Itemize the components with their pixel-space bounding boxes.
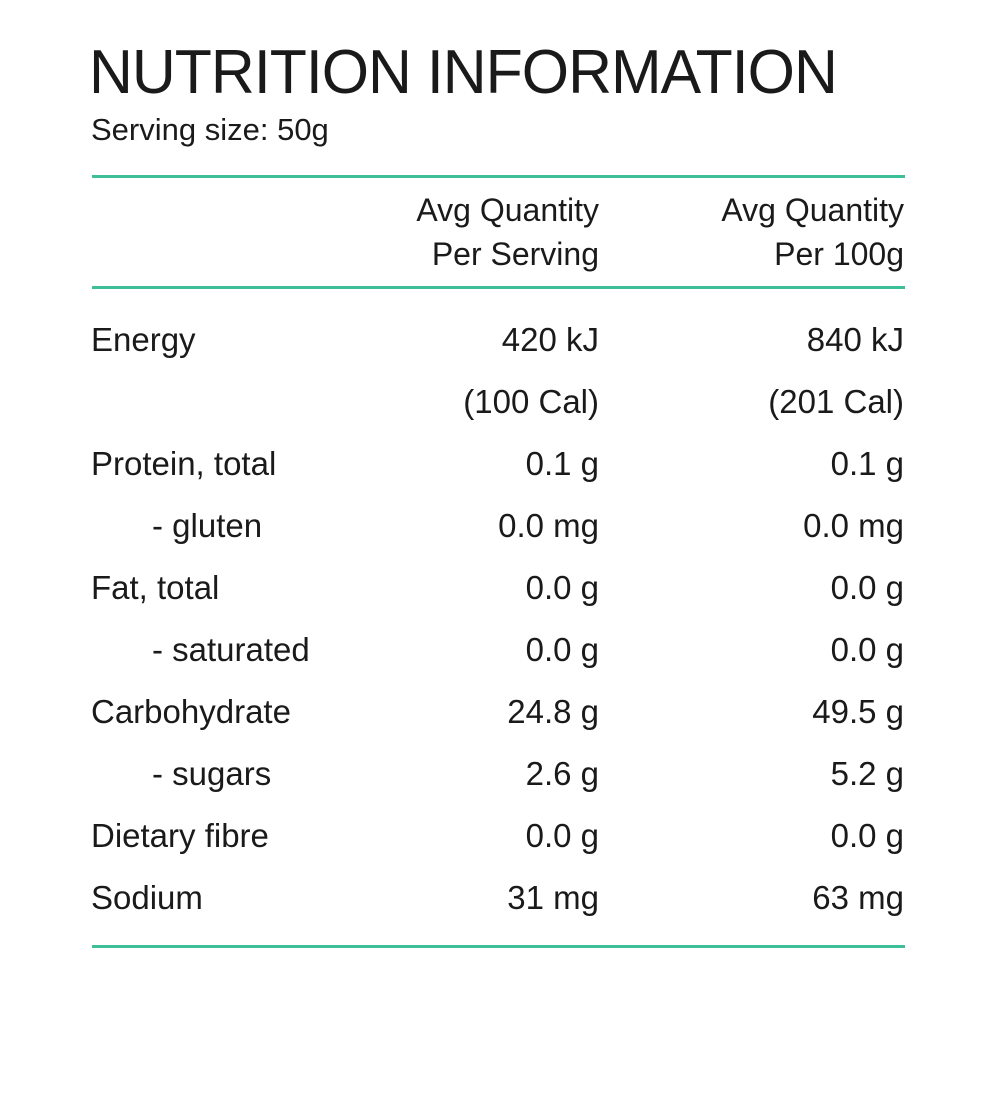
header-per-100g-line2: Per 100g	[774, 236, 904, 272]
per-serving-value: 420 kJ	[501, 321, 599, 358]
table-row: Fat, total 0.0 g 0.0 g	[0, 557, 1000, 619]
per-serving-value: 31 mg	[507, 879, 599, 916]
per-100g-value: 63 mg	[812, 879, 904, 916]
header-per-serving-line2: Per Serving	[431, 236, 599, 272]
table-row: - gluten 0.0 mg 0.0 mg	[0, 495, 1000, 557]
per-100g-value: 0.0 g	[830, 631, 904, 668]
nutrient-label: Fat, total	[91, 569, 220, 606]
table-row: Dietary fibre 0.0 g 0.0 g	[0, 805, 1000, 867]
per-serving-value: 2.6 g	[525, 755, 599, 792]
nutrient-label: Protein, total	[91, 445, 277, 482]
per-100g-value: 0.0 g	[830, 817, 904, 854]
per-serving-value: 24.8 g	[507, 693, 599, 730]
nutrient-label: - sugars	[152, 755, 272, 792]
header-per-serving: Avg Quantity Per Serving	[416, 188, 599, 276]
per-serving-value: 0.0 g	[525, 569, 599, 606]
bottom-divider	[92, 945, 905, 948]
table-row: - sugars 2.6 g 5.2 g	[0, 743, 1000, 805]
table-row: Protein, total 0.1 g 0.1 g	[0, 433, 1000, 495]
top-divider	[92, 175, 905, 178]
per-serving-value: 0.0 mg	[498, 507, 599, 544]
header-per-100g-line1: Avg Quantity	[721, 192, 904, 228]
per-100g-value: 0.1 g	[830, 445, 904, 482]
header-divider	[92, 286, 905, 289]
header-per-serving-line1: Avg Quantity	[416, 192, 599, 228]
serving-size: Serving size: 50g	[91, 112, 329, 147]
table-row: (100 Cal) (201 Cal)	[0, 371, 1000, 433]
per-100g-value: 840 kJ	[806, 321, 904, 358]
per-100g-value: (201 Cal)	[768, 383, 904, 420]
page-title: NUTRITION INFORMATION	[89, 38, 838, 107]
per-serving-value: 0.1 g	[525, 445, 599, 482]
table-row: Carbohydrate 24.8 g 49.5 g	[0, 681, 1000, 743]
per-100g-value: 5.2 g	[830, 755, 904, 792]
per-100g-value: 49.5 g	[812, 693, 904, 730]
per-serving-value: (100 Cal)	[463, 383, 599, 420]
nutrient-label: - gluten	[152, 507, 263, 544]
table-row: Energy 420 kJ 840 kJ	[0, 309, 1000, 371]
header-per-100g: Avg Quantity Per 100g	[721, 188, 904, 276]
table-row: - saturated 0.0 g 0.0 g	[0, 619, 1000, 681]
per-serving-value: 0.0 g	[525, 631, 599, 668]
per-100g-value: 0.0 g	[830, 569, 904, 606]
per-100g-value: 0.0 mg	[803, 507, 904, 544]
nutrient-label: Sodium	[91, 879, 203, 916]
nutrient-label: Energy	[91, 321, 196, 358]
per-serving-value: 0.0 g	[525, 817, 599, 854]
table-row: Sodium 31 mg 63 mg	[0, 867, 1000, 929]
nutrient-label: - saturated	[152, 631, 310, 668]
nutrient-label: Carbohydrate	[91, 693, 291, 730]
nutrient-label: Dietary fibre	[91, 817, 269, 854]
